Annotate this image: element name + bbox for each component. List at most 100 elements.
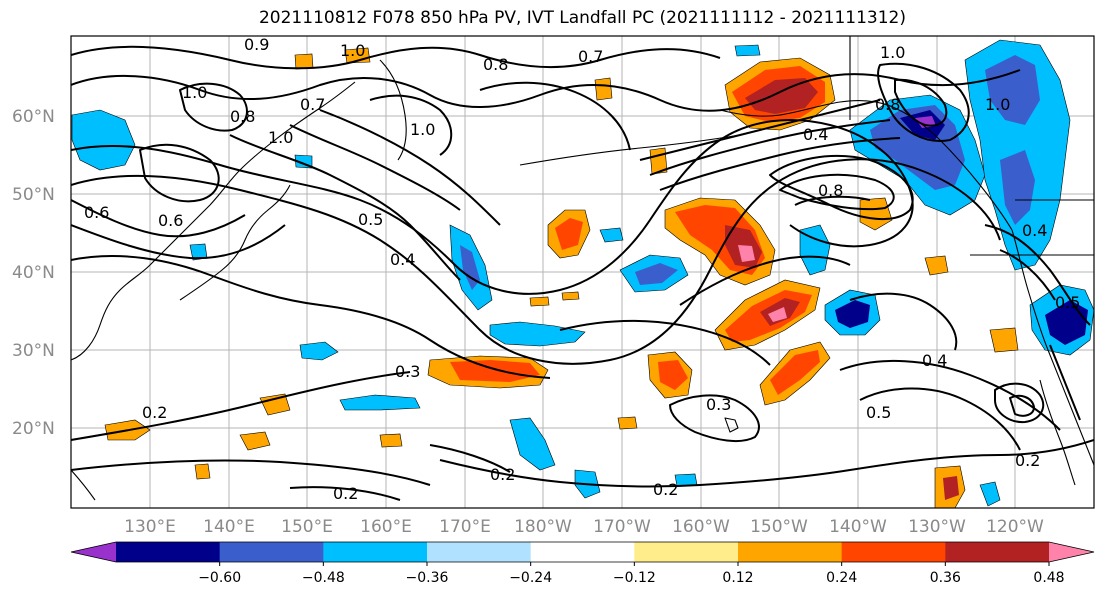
contour-trop-3 <box>439 439 1094 488</box>
fill-sw-warm-e <box>379 433 403 448</box>
fill-tropic-b-mid <box>658 360 688 390</box>
colorbar-tick-label: 0.48 <box>1033 570 1064 586</box>
lon-label: 130°W <box>908 517 966 537</box>
fill-sw-warm-d <box>194 463 211 480</box>
contour-sub-2 <box>859 387 1021 451</box>
lon-label: 130°E <box>124 517 176 537</box>
fill-midlat-blue <box>799 224 831 276</box>
contour-trop-4 <box>429 444 511 473</box>
contour-nw-1 <box>71 199 246 238</box>
svg-text:0.5: 0.5 <box>1055 293 1080 312</box>
contour-east-1 <box>984 224 1091 326</box>
fill-canada-core <box>985 55 1040 125</box>
coastlines <box>71 36 1094 501</box>
svg-text:0.2: 0.2 <box>653 480 678 499</box>
svg-text:0.4: 0.4 <box>922 351 947 370</box>
coast-kamchatka <box>379 59 407 161</box>
contour-hi-west <box>179 82 248 132</box>
svg-text:0.5: 0.5 <box>866 403 891 422</box>
colorbar-tick-label: −0.48 <box>302 570 345 586</box>
fill-canada-mid <box>1000 150 1035 225</box>
colorbar-extend-high <box>1049 542 1094 562</box>
fill-nw-pacific-west <box>71 109 136 171</box>
lat-label: 40°N <box>12 263 55 283</box>
colorbar-tick-label: 0.12 <box>722 570 753 586</box>
fill-subtrop-east-mid <box>770 350 820 395</box>
colorbar-segment <box>427 542 532 562</box>
svg-text:0.2: 0.2 <box>490 465 515 484</box>
svg-text:0.6: 0.6 <box>158 211 183 230</box>
lat-label: 60°N <box>12 107 55 127</box>
colorbar-tick-label: −0.12 <box>613 570 656 586</box>
coast-hawaii <box>724 417 739 433</box>
colorbar-tick-label: −0.24 <box>509 570 552 586</box>
colorbar-outline <box>70 541 1095 563</box>
contour-labels: 0.9 1.0 0.7 1.0 0.8 0.7 1.0 0.8 1.0 0.6 … <box>84 35 1080 503</box>
svg-text:0.2: 0.2 <box>1015 451 1040 470</box>
contour-hawaii-1 <box>669 394 760 443</box>
contour-north-3 <box>479 81 631 151</box>
fill-tropic-blue-d <box>299 341 339 361</box>
pv-contours <box>71 45 1094 501</box>
contour-alaska-2 <box>779 173 895 211</box>
fill-tropic-blue-f <box>979 481 1001 507</box>
fill-small-warm-2 <box>561 291 580 301</box>
coast-baja <box>1039 379 1076 486</box>
lon-label: 160°E <box>360 517 412 537</box>
fill-tropic-a-mid <box>450 360 540 382</box>
lat-label: 20°N <box>12 419 55 439</box>
fill-ne-warm <box>859 197 893 231</box>
lon-label: 140°E <box>203 517 255 537</box>
colorbar-segment <box>945 542 1050 562</box>
contour-alaska-1 <box>769 154 914 221</box>
svg-text:0.2: 0.2 <box>142 403 167 422</box>
fill-tropic-blue-c <box>339 394 421 411</box>
map-frame <box>70 35 1095 509</box>
contour-alaska-ne <box>877 62 970 142</box>
svg-text:0.4: 0.4 <box>803 125 828 144</box>
contour-mid-2 <box>559 319 771 366</box>
colorbar-tick-label: −0.60 <box>198 570 241 586</box>
colorbar-tick-label: −0.36 <box>406 570 449 586</box>
coast-alaska <box>719 99 1013 231</box>
svg-text:1.0: 1.0 <box>985 95 1010 114</box>
contour-mid-1 <box>71 255 551 379</box>
contour-alaska-ne-2 <box>894 78 948 127</box>
svg-text:1.0: 1.0 <box>880 43 905 62</box>
colorbar-segment <box>116 542 221 562</box>
contour-ridge-c <box>319 109 501 226</box>
svg-text:0.9: 0.9 <box>244 35 269 54</box>
contour-trop-2 <box>71 459 431 486</box>
contour-sub-1 <box>839 359 1061 431</box>
fill-mexico-warm-mid <box>943 476 959 500</box>
svg-text:0.3: 0.3 <box>395 362 420 381</box>
fill-cent-pacific-core <box>635 263 678 285</box>
contour-mid-4 <box>849 292 958 351</box>
svg-text:0.6: 0.6 <box>84 203 109 222</box>
fill-calif-warm <box>989 327 1019 353</box>
lon-label: 180°W <box>514 517 572 537</box>
contour-north-1 <box>71 45 721 70</box>
svg-text:0.8: 0.8 <box>818 181 843 200</box>
fill-subtrop-blue-core <box>835 300 870 328</box>
contour-trop-1 <box>71 371 411 441</box>
coast-aleutians <box>519 134 741 166</box>
longitude-labels: 130°E 140°E 150°E 160°E 170°E 180°W 170°… <box>124 517 1044 537</box>
colorbar-extend-low <box>71 542 116 562</box>
svg-text:1.0: 1.0 <box>182 83 207 102</box>
contour-north-2 <box>71 69 1021 112</box>
contour-nw-2 <box>71 224 286 260</box>
colorbar-tick-label: 0.24 <box>826 570 857 586</box>
fill-tropic-blue-b <box>509 417 556 471</box>
contour-sub-3 <box>994 382 1045 424</box>
svg-text:1.0: 1.0 <box>340 41 365 60</box>
svg-text:0.8: 0.8 <box>483 55 508 74</box>
fill-sw-warm-c <box>259 393 291 416</box>
fill-gulf-alaska-core <box>745 78 818 114</box>
colorbar-segment <box>841 542 946 562</box>
lon-label: 170°E <box>439 517 491 537</box>
lon-label: 150°W <box>750 517 808 537</box>
positive-anomaly-fills <box>104 47 1019 508</box>
coast-na-west <box>1011 229 1094 466</box>
